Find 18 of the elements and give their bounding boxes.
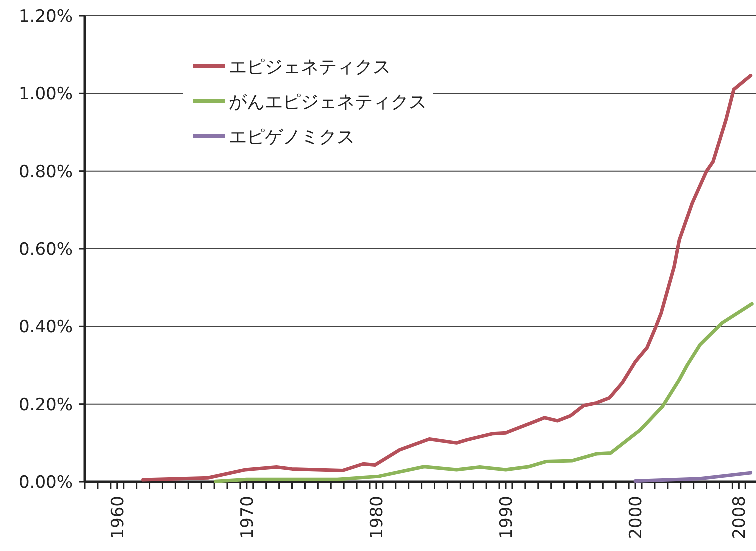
y-tick-label: 1.00% [18,84,73,105]
x-tick-label: 2000 [626,496,647,540]
x-tick-label: 2008 [730,496,750,540]
x-tick-label: 1990 [496,496,517,540]
y-tick-label: 0.00% [18,473,73,493]
x-tick-label: 1960 [108,496,128,540]
legend-label: エピジェネティクス [229,57,391,78]
x-tick-label: 1970 [238,496,258,540]
line-series [214,302,754,484]
y-tick-label: 0.20% [18,395,73,416]
y-tick-label: 1.20% [18,7,73,27]
y-tick-label: 0.80% [18,162,73,182]
legend-label: がんエピジェネティクス [229,92,427,113]
y-tick-label: 0.40% [18,318,73,338]
legend-label: エピゲノミクス [229,127,355,148]
line-series [142,74,753,482]
y-tick-label: 0.60% [18,240,73,260]
x-tick-label: 1980 [367,496,388,540]
